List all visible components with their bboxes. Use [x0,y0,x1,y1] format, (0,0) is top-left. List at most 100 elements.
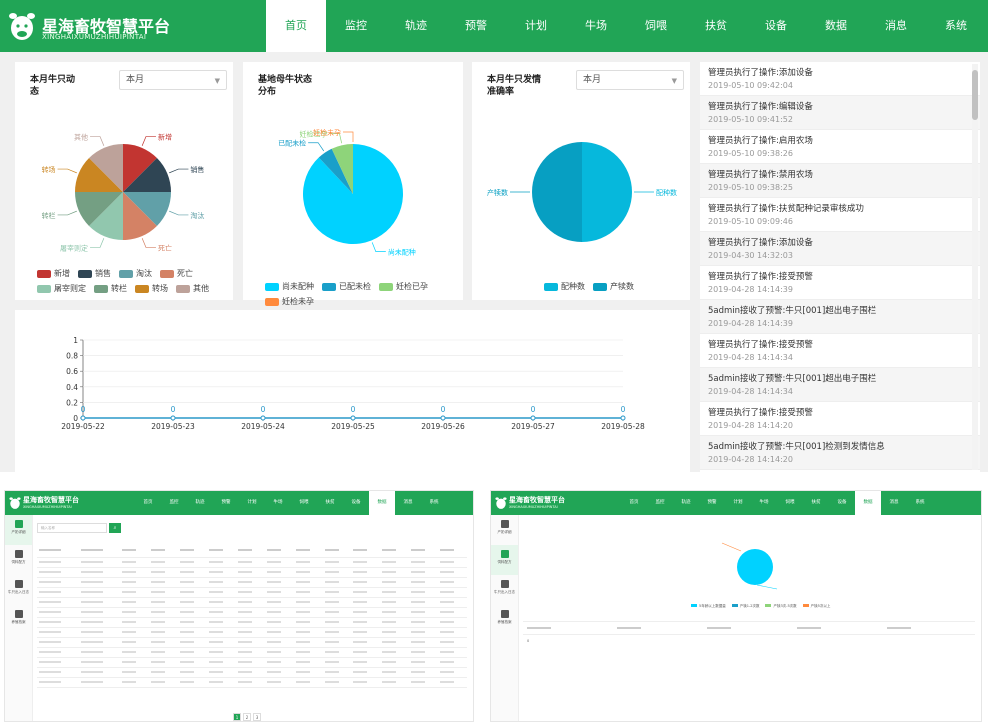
scrollbar-thumb[interactable] [972,70,978,120]
nav-item[interactable]: 轨迹 [405,19,427,32]
nav-item[interactable]: 预警 [465,19,487,32]
log-item[interactable]: 管理员执行了操作:禁用农场 2019-05-10 09:38:25 [700,164,980,198]
month-select[interactable]: 本月 ▼ [119,70,227,90]
page-button[interactable]: 1 [233,713,241,721]
table-row[interactable] [37,587,467,598]
legend-item[interactable]: 妊检已孕 [379,281,428,292]
legend-item[interactable]: 新增 [37,268,70,279]
mini-side-item[interactable]: 牛只出入日志 [5,575,32,605]
page-button[interactable]: 2 [243,713,251,721]
legend-item[interactable]: 产犊数 [593,281,634,292]
legend-item[interactable]: 淘汰 [119,268,152,279]
table-row[interactable] [37,617,467,628]
mini-nav-item[interactable]: 牛场 [759,500,769,505]
month-select[interactable]: 本月 ▼ [576,70,684,90]
mini-nav-item[interactable]: 预警 [707,500,717,505]
nav-item[interactable]: 牛场 [585,19,607,32]
log-item[interactable]: 管理员执行了操作:添加设备 2019-05-10 09:42:04 [700,62,980,96]
data-point[interactable] [260,415,266,421]
nav-item[interactable]: 数据 [825,19,847,32]
table-row[interactable] [37,677,467,688]
legend-item[interactable]: 妊检未孕 [265,296,314,307]
pie-slice[interactable] [123,144,157,192]
pie-slice[interactable] [89,144,123,192]
pie-slice[interactable] [331,144,353,194]
table-row[interactable] [37,577,467,588]
mini-side-item[interactable]: 牛只出入日志 [491,575,518,605]
nav-item[interactable]: 计划 [525,19,547,32]
mini-nav-item[interactable]: 监控 [169,500,179,505]
mini-side-item[interactable]: 产奶详细 [5,515,32,545]
pie-slice[interactable] [89,192,123,240]
nav-item[interactable]: 设备 [765,19,787,32]
log-item[interactable]: 管理员执行了操作:编辑设备 2019-05-10 09:41:52 [700,96,980,130]
legend-item[interactable]: 转场 [135,283,168,294]
nav-item[interactable]: 系统 [945,19,967,32]
log-item[interactable]: 管理员执行了操作:添加设备 2019-04-30 14:32:03 [700,232,980,266]
mini-side-item[interactable]: 养殖档案 [5,605,32,635]
mini-side-item[interactable]: 饲料配方 [491,545,518,575]
pie-slice[interactable] [123,192,157,240]
legend-item[interactable]: 配种数 [544,281,585,292]
mini-nav-item[interactable]: 饲喂 [299,500,309,505]
pie-slice[interactable] [75,192,123,226]
legend-item[interactable]: 已配未检 [322,281,371,292]
mini-nav-item[interactable]: 预警 [221,500,231,505]
nav-item[interactable]: 监控 [345,19,367,32]
pie-slice[interactable] [123,158,171,192]
log-item[interactable]: 管理员执行了操作:扶贫配种记录审核成功 2019-05-10 09:09:46 [700,198,980,232]
table-row[interactable] [37,597,467,608]
nav-item[interactable]: 扶贫 [705,19,727,32]
legend-item[interactable]: 销售 [78,268,111,279]
data-point[interactable] [530,415,536,421]
data-point[interactable] [440,415,446,421]
legend-item[interactable]: 其他 [176,283,209,294]
mini-side-item[interactable]: 饲料配方 [5,545,32,575]
pie-slice[interactable] [123,192,171,226]
search-input[interactable]: 输入名称 [37,523,107,533]
mini-nav-item[interactable]: 消息 [403,500,413,505]
table-row[interactable] [37,557,467,568]
log-item[interactable]: 管理员执行了操作:配种分配到仓 [700,470,980,472]
mini-nav-item[interactable]: 监控 [655,500,665,505]
mini-nav-item[interactable]: 扶贫 [811,500,821,505]
table-row[interactable] [37,567,467,578]
legend-item[interactable]: 转栏 [94,283,127,294]
legend-item[interactable]: 产犊3次-5次数 [765,604,797,609]
table-row[interactable] [37,607,467,618]
mini-nav-item[interactable]: 数据 [855,491,881,515]
legend-item[interactable]: 尚未配种 [265,281,314,292]
nav-item[interactable]: 消息 [885,19,907,32]
mini-nav-item[interactable]: 系统 [429,500,439,505]
data-point[interactable] [170,415,176,421]
nav-item[interactable]: 首页 [266,0,326,52]
legend-item[interactable]: 产犊5次以上 [802,604,830,609]
table-row[interactable] [37,667,467,678]
table-row[interactable] [37,637,467,648]
nav-item[interactable]: 饲喂 [645,19,667,32]
mini-nav-item[interactable]: 首页 [143,500,153,505]
log-item[interactable]: 5admin接收了预警:牛只[001]超出电子围栏 2019-04-28 14:1… [700,368,980,402]
mini-nav-item[interactable]: 设备 [351,500,361,505]
legend-item[interactable]: 死亡 [160,268,193,279]
mini-side-item[interactable]: 产奶详细 [491,515,518,545]
table-row[interactable] [37,543,467,558]
data-point[interactable] [350,415,356,421]
log-scrollbar[interactable] [972,64,978,470]
legend-item[interactable]: 屠宰则定 [37,283,86,294]
data-point[interactable] [80,415,86,421]
log-item[interactable]: 5admin接收了预警:牛只[001]超出电子围栏 2019-04-28 14:1… [700,300,980,334]
mini-nav-item[interactable]: 牛场 [273,500,283,505]
search-button[interactable]: ⌕ [109,523,121,533]
pie-slice[interactable] [532,142,582,242]
mini-nav-item[interactable]: 计划 [733,500,743,505]
mini-nav-item[interactable]: 设备 [837,500,847,505]
legend-item[interactable]: 5年龄以上数据量 [691,604,726,609]
mini-nav-item[interactable]: 数据 [369,491,395,515]
mini-nav-item[interactable]: 系统 [915,500,925,505]
mini-nav-item[interactable]: 首页 [629,500,639,505]
pie-slice[interactable] [318,148,353,194]
table-row[interactable] [37,627,467,638]
log-item[interactable]: 5admin接收了预警:牛只[001]检测到发情信息 2019-04-28 14:… [700,436,980,470]
mini-side-item[interactable]: 养殖档案 [491,605,518,635]
